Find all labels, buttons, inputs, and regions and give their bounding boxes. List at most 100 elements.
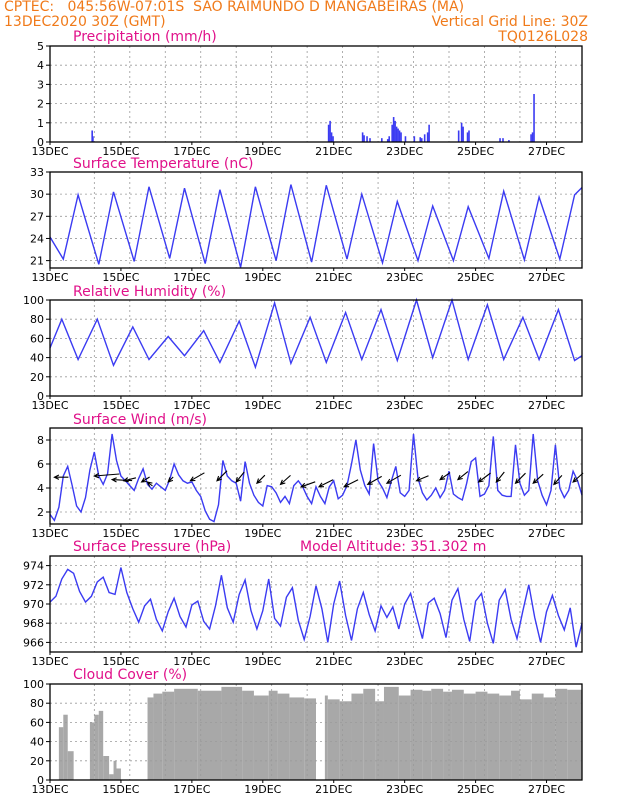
precipitation-bar: [388, 136, 391, 142]
wind-frame: [49, 427, 583, 525]
cloud-cover-bar: [174, 688, 198, 780]
precipitation-frame: [49, 45, 583, 143]
cloud-cover-bar: [410, 689, 423, 780]
wind-vector-arrow: [216, 470, 228, 482]
cloud-cover-bar: [351, 693, 364, 780]
cloud-cover-bar: [363, 688, 376, 780]
humidity-y-tick-label: 80: [30, 313, 44, 326]
precipitation-bar: [533, 94, 535, 142]
temperature-panel: 21 24 27 30 33 13DEC 15DEC 17DEC 19DEC 21DEC 23DE…: [30, 156, 583, 284]
cloud-cover-bar: [511, 690, 520, 780]
cloud-cover-bar: [253, 695, 269, 780]
humidity-x-tick-label: 17DEC: [173, 399, 210, 412]
wind-vector-arrow: [110, 477, 133, 483]
wind-vector-arrow: [553, 475, 563, 486]
cloud-cover-bar: [463, 693, 476, 780]
cloud-x-ticks: 13DEC 15DEC 17DEC 19DEC 21DEC 23DEC 25DEC 27DEC: [31, 780, 565, 796]
humidity-y-tick-label: 20: [30, 371, 44, 384]
precipitation-y-tick-label: 3: [37, 78, 44, 91]
cloud-panel: 0 20 40 60 80 100 13DEC 15DEC 17DEC 19DEC 21DEC 23…: [23, 667, 583, 796]
temperature-y-tick-label: 24: [30, 232, 44, 245]
cloud-cover-bar: [58, 727, 64, 780]
wind-vector-arrow: [439, 472, 451, 481]
wind-vector-arrow: [122, 477, 137, 483]
humidity-line: [49, 297, 583, 370]
pressure-y-tick-label: 974: [23, 560, 44, 573]
wind-vector-arrow: [53, 474, 69, 480]
pressure-x-tick-label: 15DEC: [102, 655, 139, 668]
precipitation-bar: [404, 136, 407, 142]
humidity-y-ticks: 0 20 40 60 80 100: [23, 294, 50, 403]
cloud-cover-bar: [89, 722, 95, 780]
cloud-cover-bar: [451, 689, 464, 780]
precipitation-bar: [392, 117, 395, 142]
cloud-cover-bar: [162, 691, 175, 780]
humidity-grid: [50, 300, 582, 396]
wind-vector-arrow: [415, 475, 429, 482]
cloud-cover-bar: [383, 686, 399, 780]
wind-vector-arrow: [366, 475, 382, 486]
cloud-cover-bar: [327, 699, 340, 780]
cloud-cover-bar: [443, 691, 452, 780]
humidity-y-tick-label: 100: [23, 294, 44, 307]
precipitation-x-tick-label: 25DEC: [457, 145, 494, 158]
wind-grid: [50, 428, 582, 524]
precipitation-x-tick-label: 23DEC: [386, 145, 423, 158]
pressure-line: [49, 567, 583, 648]
cloud-cover-bar: [324, 695, 328, 780]
precipitation-bar: [398, 130, 401, 142]
precipitation-bar: [381, 138, 383, 142]
cloud-x-tick-label: 25DEC: [457, 783, 494, 796]
humidity-y-tick-label: 0: [37, 390, 44, 403]
cloud-x-tick-label: 15DEC: [102, 783, 139, 796]
pressure-x-tick-label: 13DEC: [31, 655, 68, 668]
wind-vector-arrow: [167, 476, 174, 483]
temperature-frame: [49, 171, 583, 269]
humidity-x-tick-label: 13DEC: [31, 399, 68, 412]
cloud-x-tick-label: 21DEC: [315, 783, 352, 796]
wind-vector-arrow: [235, 471, 245, 483]
precipitation-x-tick-label: 19DEC: [244, 145, 281, 158]
wind-x-tick-label: 27DEC: [528, 527, 565, 540]
precipitation-y-tick-label: 4: [37, 59, 44, 72]
temperature-x-tick-label: 21DEC: [315, 271, 352, 284]
cloud-cover-bar: [63, 714, 68, 780]
cloud-cover-bar: [555, 688, 568, 780]
pressure-x-tick-label: 17DEC: [173, 655, 210, 668]
wind-vector-arrow: [146, 481, 153, 487]
humidity-x-tick-label: 25DEC: [457, 399, 494, 412]
cloud-x-tick-label: 27DEC: [528, 783, 565, 796]
temperature-x-tick-label: 23DEC: [386, 271, 423, 284]
humidity-x-ticks: 13DEC 15DEC 17DEC 19DEC 21DEC 23DEC 25DEC 27DEC: [31, 396, 565, 412]
temperature-grid: [50, 172, 582, 268]
pressure-panel: 966 968 970 972 974 13DEC 15DEC 17DEC 19DEC 21DE…: [23, 539, 583, 668]
precipitation-x-ticks: 13DEC 15DEC 17DEC 19DEC 21DEC 23DEC 25DEC 27DEC: [31, 142, 565, 158]
cloud-cover-bar: [197, 690, 222, 780]
precipitation-bar: [502, 138, 504, 142]
wind-vector-arrow: [477, 472, 491, 483]
precipitation-bars: [91, 94, 535, 142]
wind-x-ticks: 13DEC 15DEC 17DEC 19DEC 21DEC 23DEC 25DEC 27DEC: [31, 524, 565, 540]
pressure-x-tick-label: 19DEC: [244, 655, 281, 668]
wind-vector-arrow: [140, 476, 150, 483]
pressure-x-tick-label: 21DEC: [315, 655, 352, 668]
cloud-cover-bar: [109, 774, 114, 780]
temperature-line: [49, 184, 583, 268]
precipitation-bar: [531, 132, 534, 142]
cloud-title: Cloud Cover (%): [73, 667, 187, 683]
cloud-cover-bar: [67, 751, 74, 780]
precipitation-bar: [428, 124, 430, 142]
cloud-cover-bar: [422, 690, 432, 780]
precipitation-bar: [369, 138, 371, 142]
pressure-title: Surface Pressure (hPa): [73, 539, 231, 555]
precipitation-bar: [466, 132, 469, 142]
precipitation-x-tick-label: 27DEC: [528, 145, 565, 158]
wind-vector-arrow: [279, 474, 291, 486]
precipitation-bar: [460, 122, 463, 142]
wind-x-tick-label: 13DEC: [31, 527, 68, 540]
wind-vector-arrow: [256, 474, 266, 485]
temperature-x-tick-label: 19DEC: [244, 271, 281, 284]
cloud-y-tick-label: 20: [30, 755, 44, 768]
cloud-cover-bar: [304, 698, 316, 780]
